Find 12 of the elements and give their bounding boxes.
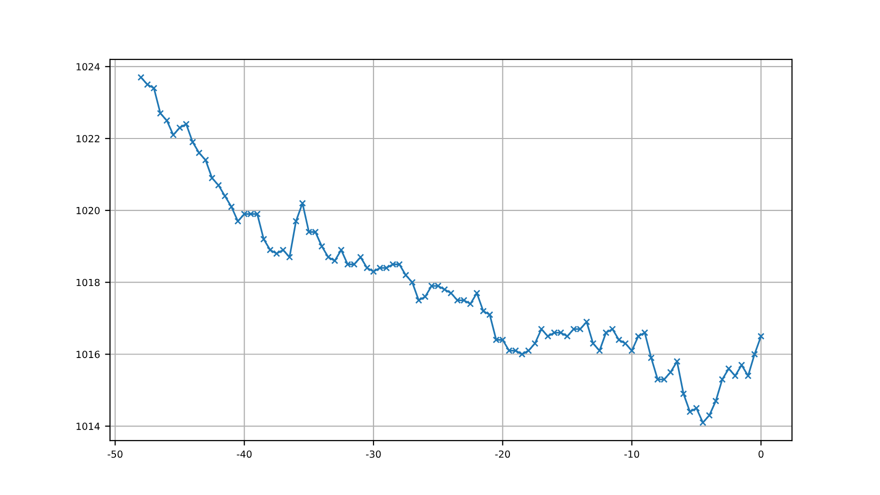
x-tick-label: -50 xyxy=(108,450,122,458)
y-tick-label: 1018 xyxy=(76,278,100,286)
y-tick-label: 1020 xyxy=(76,206,100,214)
x-tick-label: 0 xyxy=(758,450,764,458)
y-tick-label: 1022 xyxy=(76,134,100,142)
y-tick-label: 1014 xyxy=(76,422,100,430)
x-tick-label: -30 xyxy=(366,450,381,458)
y-tick-label: 1024 xyxy=(76,63,100,70)
x-tick-label: -10 xyxy=(624,450,640,458)
x-tick-label: -20 xyxy=(495,450,510,458)
y-tick-label: 1016 xyxy=(76,350,100,358)
x-tick-label: -40 xyxy=(236,450,252,458)
